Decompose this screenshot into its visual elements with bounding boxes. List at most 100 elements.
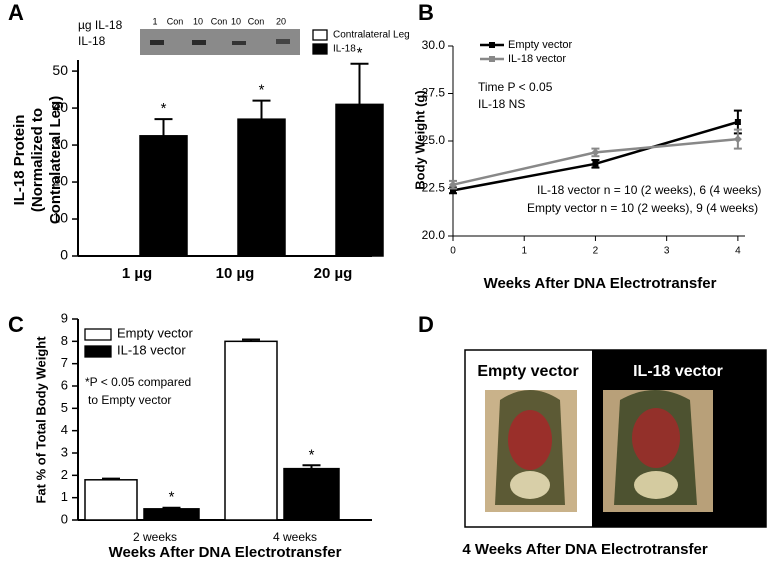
data-point [591, 148, 600, 157]
x-tick-label: 1 µg [122, 265, 152, 282]
data-point [592, 160, 599, 167]
legend-marker [489, 56, 495, 62]
y-tick-label: 30.0 [422, 38, 446, 52]
gel-lane-label: 20 [276, 16, 286, 26]
x-tick-label: 2 weeks [133, 530, 177, 544]
bar [237, 118, 286, 257]
x-tick-label: 2 [593, 246, 599, 257]
gel-band [232, 41, 246, 45]
photo-left-tissue [510, 471, 550, 499]
legend-marker [489, 42, 495, 48]
x-tick-label: 10 µg [216, 265, 255, 282]
y-tick-label: 9 [61, 310, 68, 325]
y-tick-label: 2 [61, 467, 68, 482]
significance-mark: * [259, 82, 265, 99]
gel-lane-label: Con [167, 16, 184, 26]
x-tick-label: 3 [664, 246, 670, 257]
x-axis-label: Weeks After DNA Electrotransfer [484, 275, 717, 292]
y-tick-label: 5 [61, 400, 68, 415]
y-axis-label: IL-18 Protein [11, 115, 28, 206]
y-tick-label: 20.0 [422, 228, 446, 242]
photo-caption: 4 Weeks After DNA Electrotransfer [462, 541, 708, 558]
data-point [733, 135, 742, 144]
legend-swatch [84, 345, 112, 358]
data-point [734, 119, 741, 125]
annotation: IL-18 NS [478, 97, 525, 111]
y-axis-label: Contralateral Leg) [47, 96, 64, 224]
y-tick-label: 4 [61, 422, 68, 437]
significance-mark: * [161, 100, 167, 117]
significance-mark: * [309, 446, 315, 463]
panel-letter: A [8, 0, 24, 25]
x-tick-label: 0 [450, 246, 456, 257]
y-tick-label: 8 [61, 333, 68, 348]
panel-letter: D [418, 312, 434, 337]
gel-band [276, 39, 290, 44]
y-tick-label: 0 [60, 247, 68, 263]
significance-mark: * [357, 45, 363, 62]
bar [143, 508, 200, 521]
bar [283, 467, 340, 521]
panel-letter: C [8, 312, 24, 337]
legend-label: IL-18 [333, 44, 356, 55]
gel-lane-label: Con [248, 16, 265, 26]
panel-letter: B [418, 0, 434, 25]
legend-label: Empty vector [117, 325, 194, 340]
legend-label: Empty vector [508, 39, 573, 51]
y-tick-label: 10 [52, 210, 68, 226]
photo-left-organ [508, 410, 552, 470]
bar [139, 135, 188, 257]
panel-d: Empty vector IL-18 vector 4 Weeks After … [418, 312, 767, 558]
gel-lane-label: 10 [231, 16, 241, 26]
legend-label: Contralateral Leg [333, 30, 410, 41]
y-tick-label: 22.5 [422, 181, 446, 195]
photo-right-title: IL-18 vector [633, 363, 723, 380]
photo-right-tissue [634, 471, 678, 499]
legend-label: IL-18 vector [508, 53, 566, 65]
gel-lane-label: 10 [193, 16, 203, 26]
gel-band [192, 40, 206, 45]
y-tick-label: 3 [61, 444, 68, 459]
annotation: to Empty vector [88, 393, 171, 407]
y-tick-label: 6 [61, 377, 68, 392]
y-tick-label: 7 [61, 355, 68, 370]
data-point [450, 187, 456, 194]
x-axis-label: Weeks After DNA Electrotransfer [109, 544, 342, 561]
legend-swatch [84, 328, 112, 341]
gel-lane-label: Con [211, 16, 228, 26]
y-tick-label: 27.5 [422, 86, 446, 100]
legend-swatch [312, 29, 328, 41]
x-tick-label: 20 µg [314, 265, 353, 282]
gel-band [150, 40, 164, 45]
y-tick-label: 0 [61, 511, 68, 526]
gel-label: IL-18 [78, 34, 106, 48]
y-tick-label: 1 [61, 489, 68, 504]
gel-lane-label: 1 [152, 16, 157, 26]
annotation: *P < 0.05 compared [85, 375, 191, 389]
gel-label: µg IL-18 [78, 18, 123, 32]
y-axis-label: Body Weight (g) [412, 90, 427, 189]
legend-swatch [312, 43, 328, 55]
annotation: IL-18 vector n = 10 (2 weeks), 6 (4 week… [537, 183, 761, 197]
annotation: Time P < 0.05 [478, 80, 553, 94]
y-tick-label: 20 [52, 173, 68, 189]
x-tick-label: 1 [521, 246, 527, 257]
x-tick-label: 4 weeks [273, 530, 317, 544]
photo-right-organ [632, 408, 680, 468]
y-axis-label: Fat % of Total Body Weight [33, 336, 48, 504]
x-tick-label: 4 [735, 246, 741, 257]
significance-mark: * [169, 489, 175, 506]
y-tick-label: 50 [52, 62, 68, 78]
legend-label: IL-18 vector [117, 342, 186, 357]
photo-left-title: Empty vector [477, 363, 578, 380]
bar [84, 479, 138, 521]
data-point [449, 180, 457, 189]
y-tick-label: 30 [52, 136, 68, 152]
bar [224, 340, 278, 521]
bar [335, 103, 384, 257]
y-axis-label: (Normalized to [29, 108, 46, 212]
y-tick-label: 25.0 [422, 133, 446, 147]
y-tick-label: 40 [52, 99, 68, 115]
gel-image [140, 29, 300, 55]
